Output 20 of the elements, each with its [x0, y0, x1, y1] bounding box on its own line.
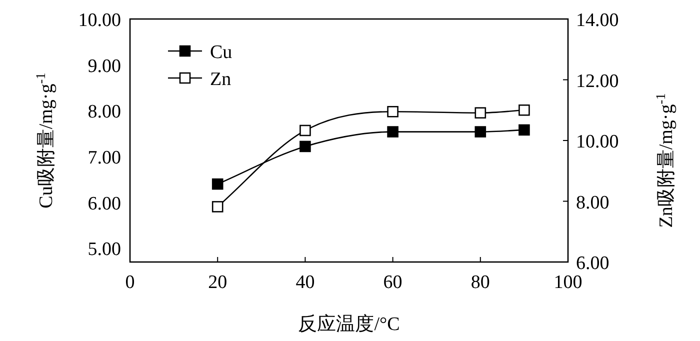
legend-label: Cu	[210, 42, 233, 63]
x-tick-label: 80	[470, 272, 490, 293]
y-tick-label: 10.00	[78, 10, 121, 31]
x-axis-title: 反应温度/°C	[298, 313, 400, 335]
y2-tick-label: 6.00	[576, 253, 610, 274]
x-tick-label: 0	[125, 272, 135, 293]
x-tick-label: 60	[383, 272, 402, 293]
y-tick-label: 7.00	[88, 148, 121, 169]
y2-tick-label: 14.00	[576, 10, 619, 31]
y-tick-label: 5.00	[88, 239, 121, 260]
y-tick-label: 6.00	[88, 193, 121, 214]
x-tick-label: 100	[554, 272, 582, 293]
y-tick-label: 9.00	[88, 56, 121, 77]
y2-tick-label: 12.00	[576, 70, 619, 92]
legend-label: Zn	[210, 69, 232, 90]
x-tick-label: 20	[208, 272, 228, 293]
x-tick-label: 40	[296, 272, 315, 293]
y-tick-label: 8.00	[88, 102, 121, 123]
y2-tick-label: 8.00	[576, 192, 610, 214]
y2-tick-label: 10.00	[576, 132, 619, 152]
